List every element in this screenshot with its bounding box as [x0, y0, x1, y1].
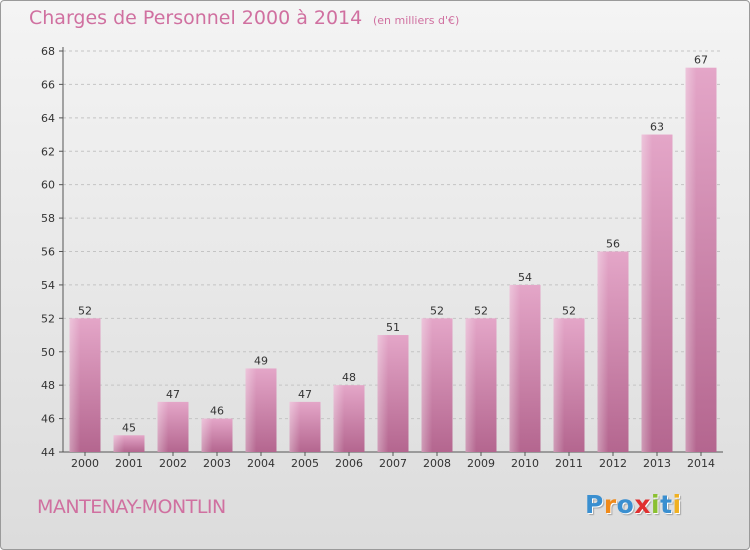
brand-letter: i — [672, 490, 682, 519]
bar-value-label: 52 — [430, 304, 444, 317]
brand-logo: Proxiti — [585, 490, 682, 519]
y-tick-label: 52 — [41, 312, 55, 325]
bar-value-label: 63 — [650, 121, 664, 134]
x-tick-label: 2003 — [203, 457, 231, 470]
x-tick-label: 2011 — [555, 457, 583, 470]
bar-value-label: 46 — [210, 405, 224, 418]
y-tick-label: 60 — [41, 179, 55, 192]
bar-highlight — [69, 318, 101, 452]
bar-value-label: 47 — [298, 388, 312, 401]
bar-highlight — [201, 418, 233, 452]
y-tick-label: 54 — [41, 279, 55, 292]
bar-value-label: 56 — [606, 238, 620, 251]
bar-highlight — [641, 134, 673, 452]
brand-letter: P — [585, 490, 604, 519]
x-tick-label: 2004 — [247, 457, 275, 470]
bar-highlight — [509, 284, 541, 452]
y-tick-label: 56 — [41, 246, 55, 259]
y-tick-label: 58 — [41, 212, 55, 225]
bar-value-label: 51 — [386, 321, 400, 334]
labels-layer: 44 46 48 50 52 54 56 58 60 62 64 66 68 52 2000 45 2001 47… — [41, 45, 715, 470]
bar-highlight — [465, 318, 497, 452]
y-tick-label: 66 — [41, 78, 55, 91]
brand-letter: t — [660, 490, 673, 519]
chart-title: Charges de Personnel 2000 à 2014 — [29, 7, 363, 29]
bar-value-label: 54 — [518, 271, 532, 284]
brand-letter: r — [603, 490, 617, 519]
bar-value-label: 48 — [342, 371, 356, 384]
y-tick-label: 64 — [41, 112, 55, 125]
bar-highlight — [245, 368, 277, 452]
bar-value-label: 52 — [562, 304, 576, 317]
x-tick-label: 2005 — [291, 457, 319, 470]
y-tick-label: 50 — [41, 346, 55, 359]
bar-highlight — [421, 318, 453, 452]
y-tick-label: 44 — [41, 446, 55, 459]
x-tick-label: 2002 — [159, 457, 187, 470]
bar-highlight — [377, 335, 409, 452]
x-tick-label: 2012 — [599, 457, 627, 470]
bar-highlight — [553, 318, 585, 452]
bar-value-label: 52 — [78, 304, 92, 317]
x-tick-label: 2009 — [467, 457, 495, 470]
y-tick-label: 48 — [41, 379, 55, 392]
x-tick-label: 2008 — [423, 457, 451, 470]
bar-value-label: 52 — [474, 304, 488, 317]
x-tick-label: 2010 — [511, 457, 539, 470]
bar-value-label: 49 — [254, 354, 268, 367]
brand-letter: x — [634, 490, 651, 519]
bar-highlight — [113, 435, 145, 452]
bars-layer — [69, 67, 717, 452]
brand-letter: o — [616, 490, 635, 519]
x-tick-label: 2006 — [335, 457, 363, 470]
bar-highlight — [685, 67, 717, 452]
x-tick-label: 2001 — [115, 457, 143, 470]
bar-value-label: 47 — [166, 388, 180, 401]
chart-subtitle: (en milliers d'€) — [373, 14, 460, 27]
x-tick-label: 2007 — [379, 457, 407, 470]
brand-letter: i — [651, 490, 661, 519]
bar-highlight — [289, 401, 321, 452]
x-tick-label: 2013 — [643, 457, 671, 470]
bar-highlight — [157, 401, 189, 452]
bar-highlight — [333, 385, 365, 452]
y-tick-label: 46 — [41, 413, 55, 426]
bar-value-label: 45 — [122, 421, 136, 434]
bar-value-label: 67 — [694, 54, 708, 67]
x-tick-label: 2014 — [687, 457, 715, 470]
commune-name: MANTENAY-MONTLIN — [37, 496, 226, 518]
y-tick-label: 62 — [41, 145, 55, 158]
x-tick-label: 2000 — [71, 457, 99, 470]
y-tick-label: 68 — [41, 45, 55, 58]
bar-highlight — [597, 251, 629, 452]
